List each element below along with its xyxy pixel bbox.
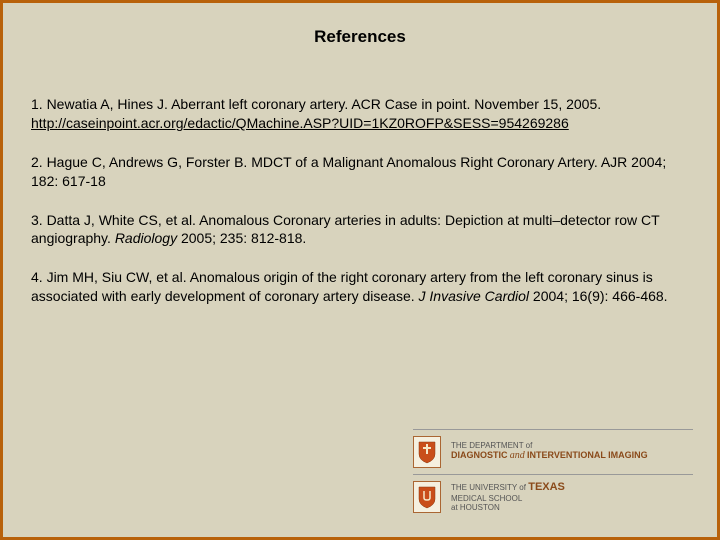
univ-logo-text: THE UNIVERSITY of TEXAS MEDICAL SCHOOL a…: [451, 481, 565, 513]
footer-logos: THE DEPARTMENT of DIAGNOSTIC and INTERVE…: [413, 429, 693, 519]
reference-journal: J Invasive Cardiol: [419, 288, 530, 304]
dept-main-post: INTERVENTIONAL IMAGING: [527, 450, 648, 460]
reference-text: 1. Newatia A, Hines J. Aberrant left cor…: [31, 96, 601, 112]
reference-1: 1. Newatia A, Hines J. Aberrant left cor…: [31, 95, 689, 133]
reference-2: 2. Hague C, Andrews G, Forster B. MDCT o…: [31, 153, 689, 191]
univ-sub1: MEDICAL SCHOOL: [451, 494, 565, 504]
reference-link[interactable]: http://caseinpoint.acr.org/edactic/QMach…: [31, 115, 569, 131]
dept-italic: and: [510, 450, 525, 461]
reference-journal: Radiology: [115, 230, 177, 246]
shield-icon: [413, 481, 441, 513]
dept-logo-row: THE DEPARTMENT of DIAGNOSTIC and INTERVE…: [413, 429, 693, 474]
univ-prefix: THE UNIVERSITY of: [451, 483, 526, 492]
reference-4: 4. Jim MH, Siu CW, et al. Anomalous orig…: [31, 268, 689, 306]
reference-text-post: 2005; 235: 812-818.: [177, 230, 306, 246]
page-title: References: [31, 27, 689, 47]
univ-logo-row: THE UNIVERSITY of TEXAS MEDICAL SCHOOL a…: [413, 474, 693, 519]
dept-main-pre: DIAGNOSTIC: [451, 450, 508, 460]
univ-main: TEXAS: [528, 481, 565, 493]
reference-text: 2. Hague C, Andrews G, Forster B. MDCT o…: [31, 154, 666, 189]
shield-icon: [413, 436, 441, 468]
dept-prefix: THE DEPARTMENT of: [451, 441, 648, 451]
univ-sub2: at HOUSTON: [451, 503, 565, 513]
reference-text-post: 2004; 16(9): 466-468.: [529, 288, 668, 304]
dept-logo-text: THE DEPARTMENT of DIAGNOSTIC and INTERVE…: [451, 441, 648, 463]
reference-3: 3. Datta J, White CS, et al. Anomalous C…: [31, 211, 689, 249]
